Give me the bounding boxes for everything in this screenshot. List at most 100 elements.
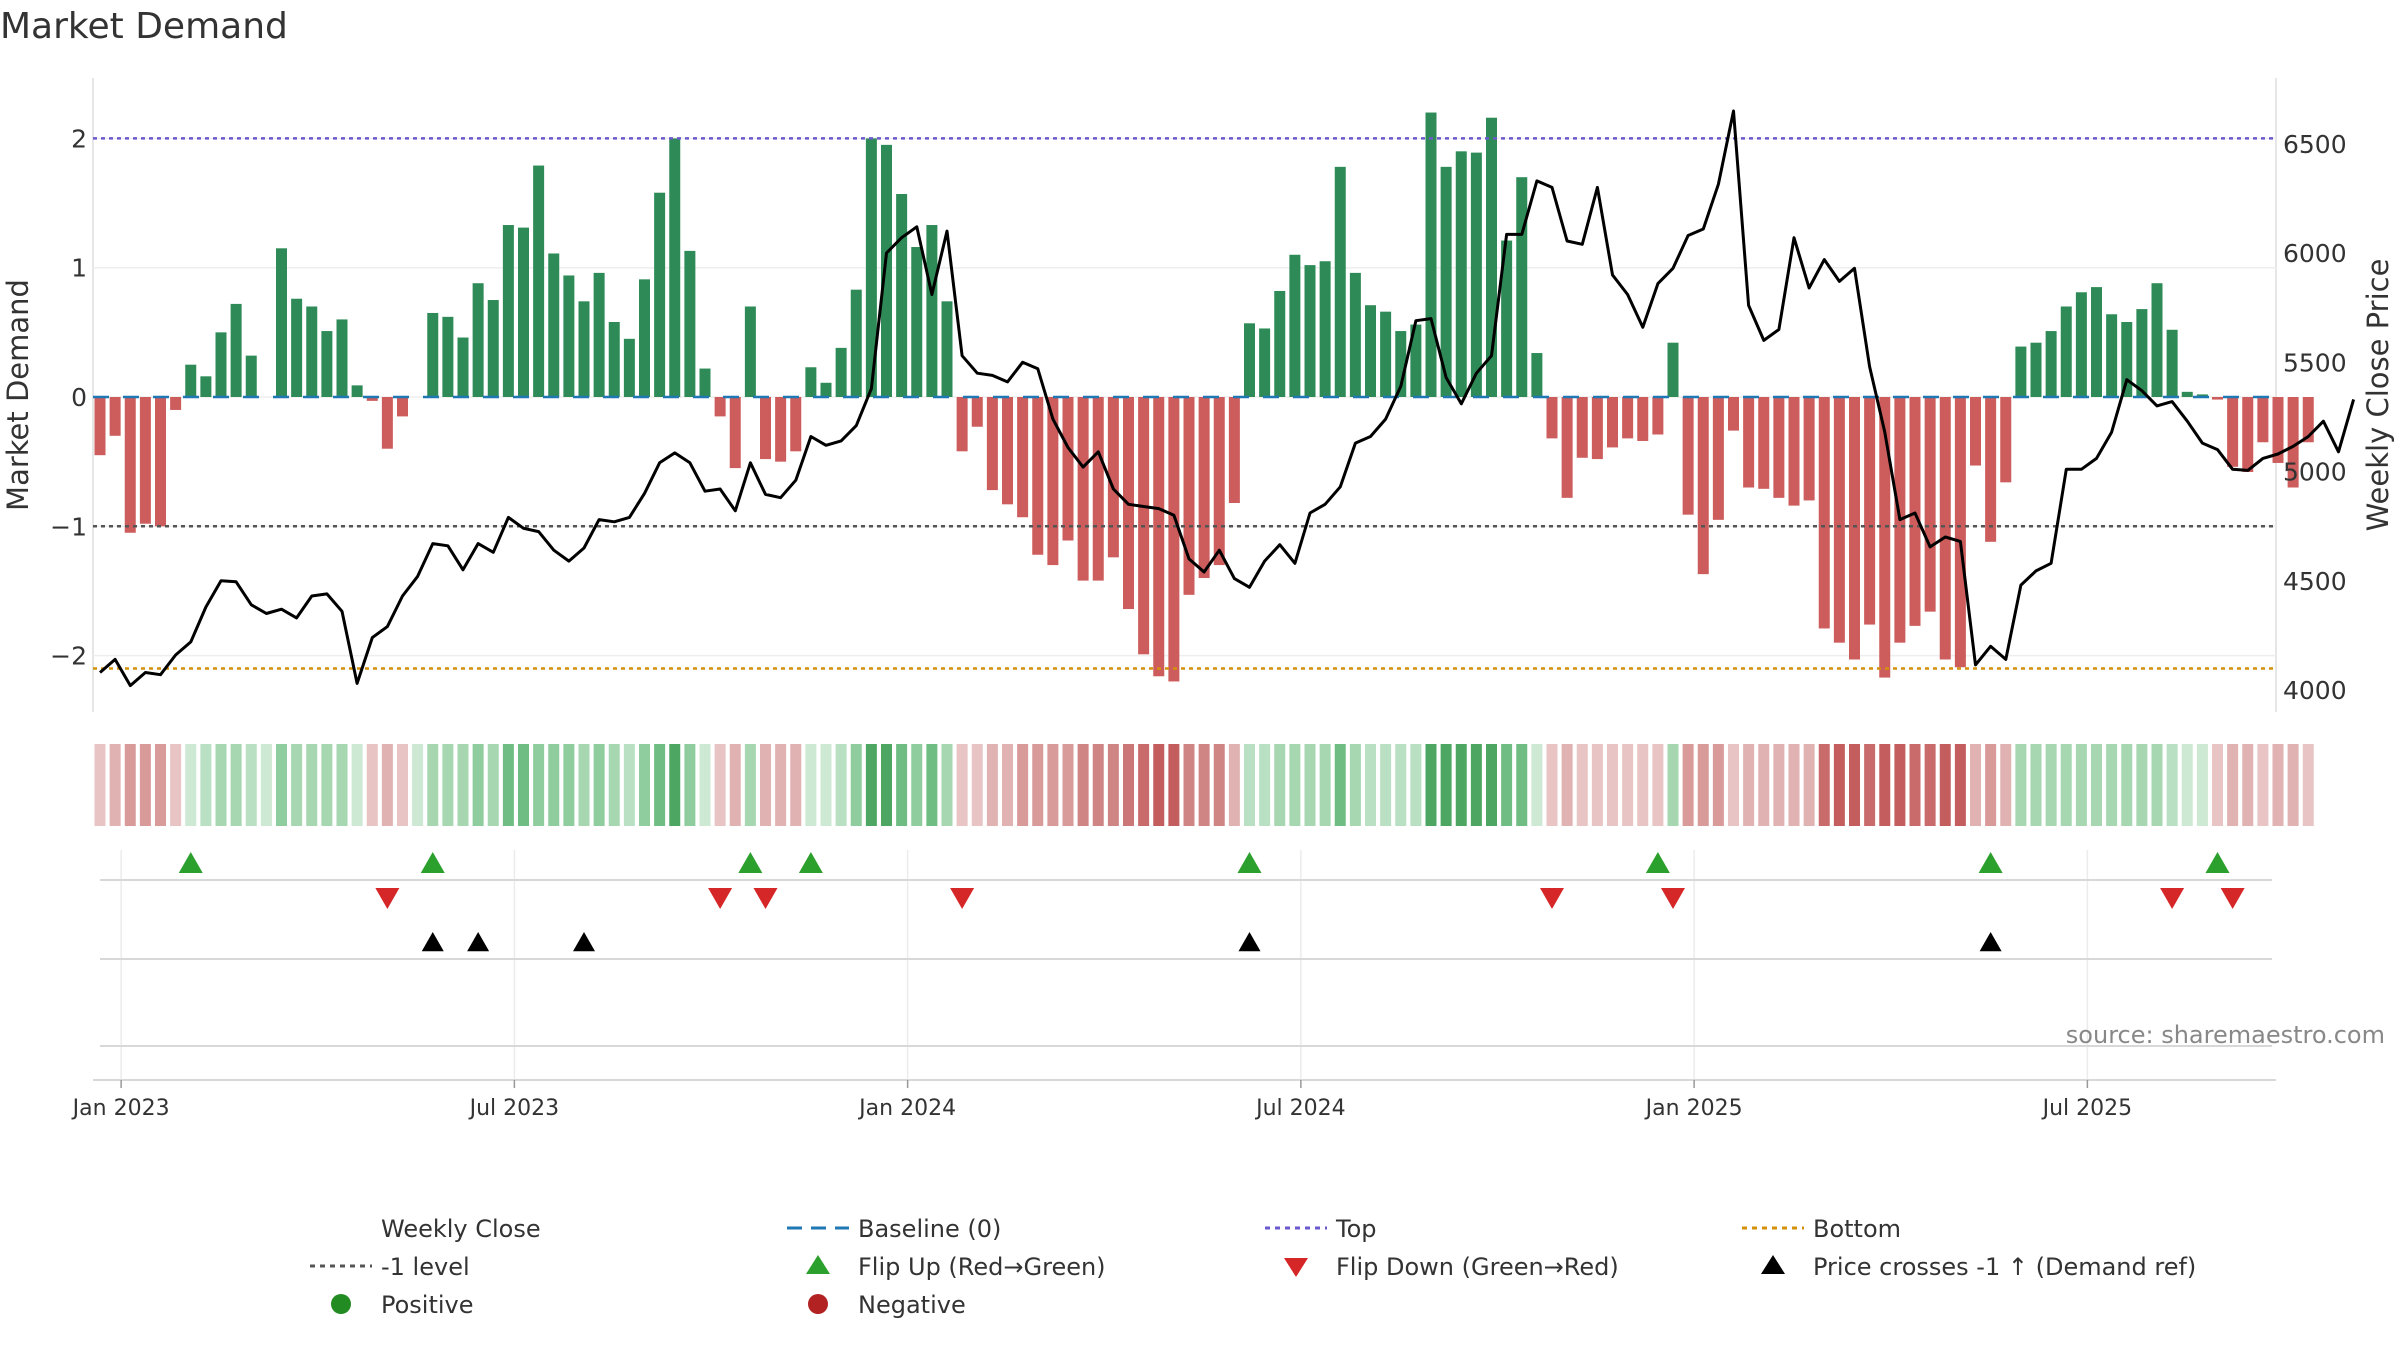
demand-bar: [1002, 397, 1013, 505]
strip-cell: [760, 744, 771, 826]
strip-cell: [1591, 744, 1603, 826]
flip-down-marker: [950, 888, 975, 909]
demand-bar: [245, 355, 257, 397]
strip-cell: [2302, 744, 2314, 826]
demand-bar: [1712, 397, 1724, 520]
demand-bar: [941, 301, 953, 397]
source-note: source: sharemaestro.com: [2066, 1021, 2385, 1049]
strip-cell: [155, 744, 166, 826]
demand-bar: [1380, 311, 1392, 397]
demand-bar: [865, 138, 877, 397]
demand-bar: [608, 322, 620, 397]
demand-bar: [881, 144, 892, 397]
strip-cell: [2106, 744, 2118, 826]
strip-cell: [170, 744, 182, 826]
strip-cell: [487, 744, 499, 826]
strip-cell: [1909, 744, 1921, 826]
demand-bar: [1939, 397, 1951, 660]
demand-bar: [639, 279, 650, 397]
demand-bar: [1259, 328, 1271, 397]
strip-cell: [2075, 744, 2087, 826]
demand-bar: [109, 397, 121, 436]
signal-rows: [93, 879, 2276, 1081]
demand-bar: [2227, 397, 2239, 467]
strip-cell: [381, 744, 393, 826]
demand-bar: [775, 397, 787, 462]
strip-cell: [215, 744, 227, 826]
flip-up-marker: [1237, 852, 1262, 873]
strip-cell: [1712, 744, 1724, 826]
strip-cell: [1032, 744, 1044, 826]
demand-bar: [1425, 112, 1437, 397]
cross-up-marker: [1979, 932, 2002, 952]
x-tick-label: Jan 2025: [1644, 1096, 1743, 1121]
demand-bar: [2151, 283, 2163, 397]
strip-cell: [684, 744, 696, 826]
demand-bar: [2000, 397, 2012, 483]
demand-bar: [124, 397, 136, 533]
strip-cell: [1849, 744, 1860, 826]
strip-cell: [563, 744, 575, 826]
demand-bar: [1970, 397, 1981, 466]
strip-cell: [1274, 744, 1286, 826]
demand-bar: [155, 397, 166, 527]
y2-tick-label: 4500: [2283, 567, 2347, 596]
strip-cell: [366, 744, 378, 826]
demand-bar: [850, 289, 862, 397]
demand-bar: [1198, 397, 1210, 579]
demand-bar: [2091, 287, 2102, 397]
y2-tick-label: 6500: [2283, 130, 2347, 159]
strip-cell: [2166, 744, 2178, 826]
demand-bar: [956, 397, 968, 452]
demand-bars: [94, 112, 2314, 682]
demand-bar: [1289, 254, 1301, 397]
strip-cell: [1319, 744, 1331, 826]
reference-lines: [93, 137, 2276, 670]
strip-cell: [1637, 744, 1649, 826]
demand-bar: [94, 397, 106, 456]
strip-cell: [1470, 744, 1482, 826]
demand-bar: [321, 331, 333, 397]
demand-bar: [351, 385, 363, 397]
demand-bar: [1274, 290, 1286, 397]
demand-bar: [1546, 397, 1558, 439]
y2-axis-label: Weekly Close Price: [2361, 259, 2395, 532]
cross-up-marker: [421, 932, 444, 952]
demand-bar: [548, 253, 560, 397]
demand-bar: [1728, 397, 1739, 431]
strip-cell: [412, 744, 424, 826]
strip-cell: [775, 744, 787, 826]
demand-bar: [306, 306, 318, 397]
x-tick-label: Jul 2025: [2041, 1096, 2133, 1121]
strip-cell: [911, 744, 923, 826]
legend-swatch: [1761, 1255, 1785, 1274]
y-tick-label: 1: [71, 254, 87, 283]
cross-up-marker: [573, 932, 595, 952]
strip-cell: [533, 744, 545, 826]
strip-cell: [986, 744, 998, 826]
y-tick-label: 0: [71, 383, 87, 412]
signal-markers: [178, 852, 2245, 952]
strip-cell: [124, 744, 136, 826]
demand-bar: [1183, 397, 1195, 595]
demand-bar: [2015, 346, 2027, 397]
strip-cell: [2151, 744, 2163, 826]
y2-tick-label: 5500: [2283, 348, 2347, 377]
flip-up-marker: [420, 852, 445, 873]
strip-cell: [1531, 744, 1543, 826]
demand-bar: [1395, 331, 1407, 397]
legend-label: Weekly Close: [381, 1215, 541, 1243]
strip-cell: [1667, 744, 1679, 826]
demand-bar: [1410, 324, 1422, 397]
x-tick-label: Jan 2023: [71, 1096, 170, 1121]
strip-cell: [336, 744, 348, 826]
demand-bar: [1818, 397, 1830, 629]
flip-down-marker: [708, 888, 733, 909]
strip-cell: [1833, 744, 1845, 826]
strip-cell: [820, 744, 832, 826]
strip-cell: [457, 744, 469, 826]
strip-cell: [1198, 744, 1210, 826]
demand-bar: [623, 338, 635, 397]
demand-bar: [397, 397, 408, 417]
x-tick-label: Jan 2024: [857, 1096, 956, 1121]
